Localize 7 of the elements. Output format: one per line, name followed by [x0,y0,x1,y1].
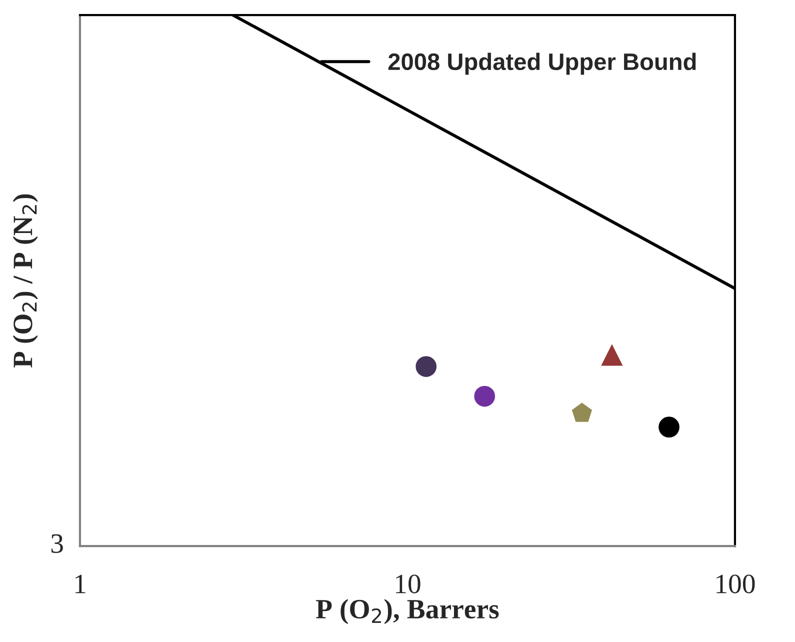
text: 3 [51,534,63,553]
x-tick-label: 100 [716,574,755,594]
x-tick-label: 10 [396,574,420,594]
x-axis-title: P (O$_{2}$), Barrers [316,598,499,624]
y-axis-title: P (O$_{2}$) / P (N$_{2}$) [12,194,38,368]
legend-label: 2008 Updated Upper Bound [388,52,696,75]
x-tick-label: 1 [75,574,86,594]
